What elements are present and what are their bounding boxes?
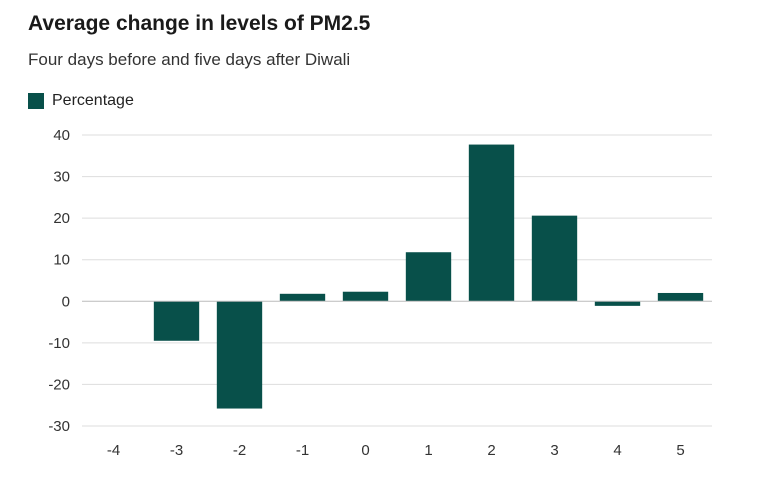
y-tick-label: -30 (48, 418, 70, 435)
bars (153, 144, 704, 409)
y-tick-label: 40 (53, 127, 70, 144)
y-tick-label: 0 (62, 293, 70, 310)
bar (342, 291, 389, 302)
chart-subtitle: Four days before and five days after Diw… (28, 50, 351, 69)
x-tick-label: -1 (296, 442, 309, 459)
bar (405, 252, 452, 302)
x-tick-label: -4 (107, 442, 120, 459)
legend: Percentage (28, 92, 134, 110)
y-tick-label: 20 (53, 210, 70, 227)
bar (468, 144, 515, 302)
x-tick-label: 2 (487, 442, 495, 459)
x-tick-label: -2 (233, 442, 246, 459)
x-axis-ticks: -4 -3 -2 -1 0 1 2 3 4 5 (107, 442, 685, 459)
gridlines (82, 134, 712, 427)
y-tick-label: 10 (53, 252, 70, 269)
bar (531, 215, 578, 302)
bar (153, 301, 200, 341)
y-tick-label: -20 (48, 376, 70, 393)
y-tick-label: -10 (48, 335, 70, 352)
bar (594, 301, 641, 306)
bar (657, 292, 704, 302)
x-tick-label: 1 (424, 442, 432, 459)
x-tick-label: -3 (170, 442, 183, 459)
x-tick-label: 5 (676, 442, 684, 459)
legend-label: Percentage (52, 92, 134, 109)
x-tick-label: 0 (361, 442, 369, 459)
y-tick-label: 30 (53, 169, 70, 186)
legend-swatch (28, 93, 44, 109)
chart-title: Average change in levels of PM2.5 (28, 12, 371, 35)
x-tick-label: 4 (613, 442, 621, 459)
y-axis-ticks: 40 30 20 10 0 -10 -20 -30 (48, 127, 70, 435)
bar (216, 301, 263, 409)
bar (279, 293, 326, 302)
x-tick-label: 3 (550, 442, 558, 459)
